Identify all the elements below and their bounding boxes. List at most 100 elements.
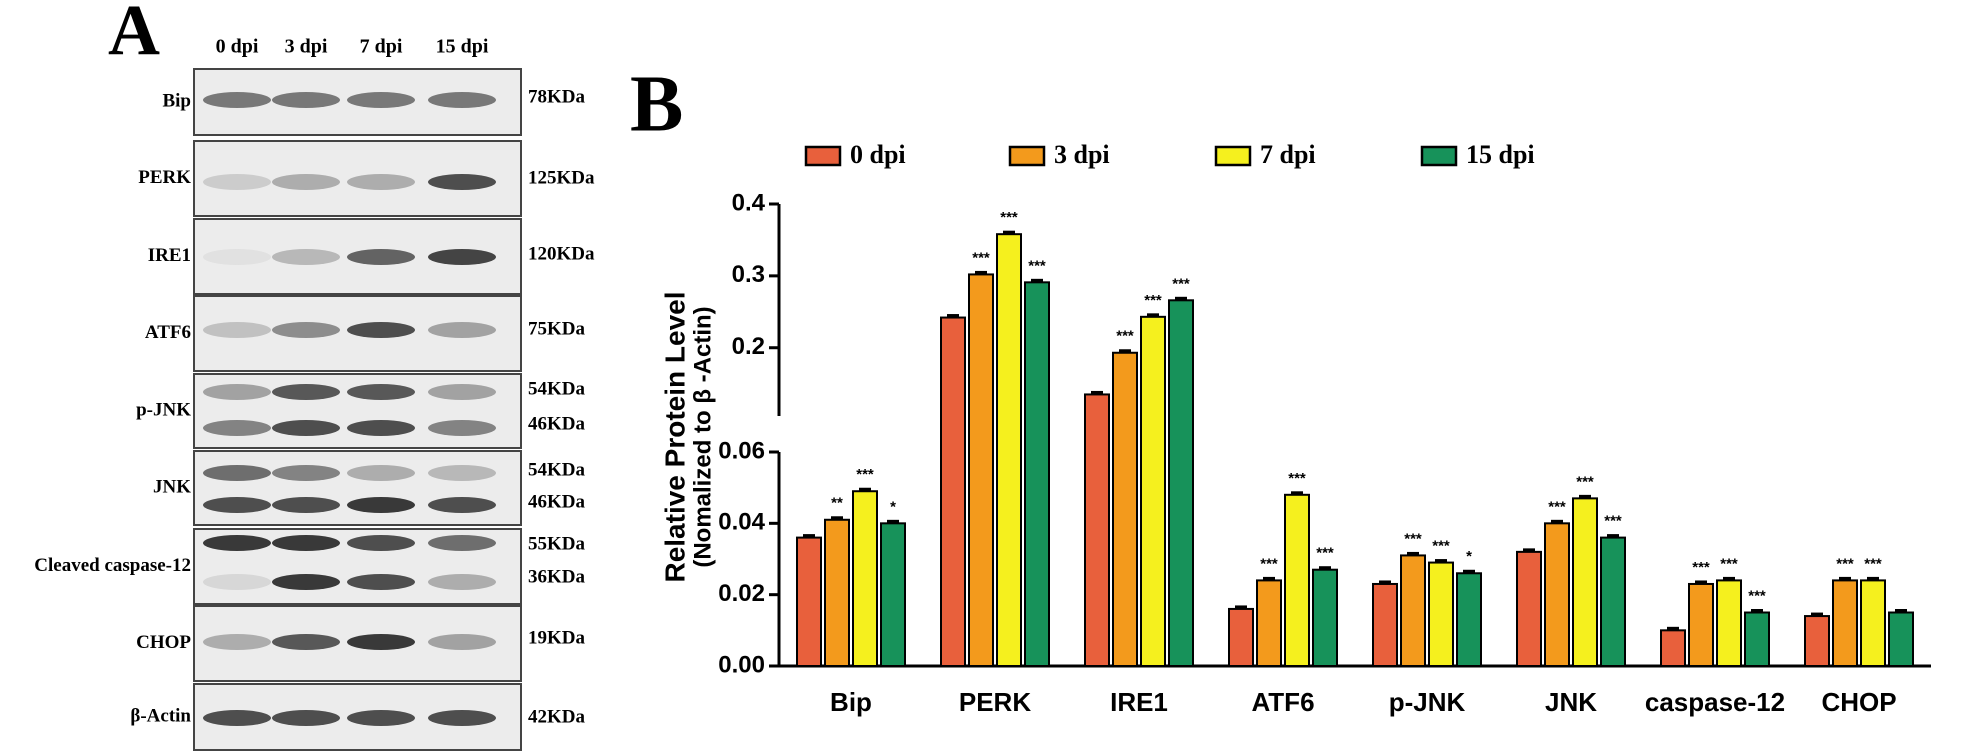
significance-label: *** <box>972 249 990 266</box>
bar <box>1168 299 1194 667</box>
blot-band <box>347 92 415 108</box>
bar <box>852 490 878 667</box>
blot-band <box>347 710 415 726</box>
bar <box>1456 572 1482 667</box>
blot-band <box>428 420 496 436</box>
significance-label: *** <box>1836 555 1854 572</box>
legend-label: 0 dpi <box>850 140 906 169</box>
significance-label: *** <box>856 466 874 483</box>
blot-band <box>347 322 415 338</box>
bar <box>1256 579 1282 668</box>
lane-label: 7 dpi <box>360 36 403 58</box>
protein-label: CHOP <box>136 632 191 653</box>
bar <box>1284 493 1310 667</box>
blot-band <box>272 465 340 481</box>
blot-band <box>347 249 415 265</box>
significance-label: *** <box>1000 209 1018 226</box>
legend-swatch <box>1420 145 1458 167</box>
x-tick-label: Bip <box>830 687 872 717</box>
y-tick-label: 0.2 <box>732 333 765 360</box>
bar <box>1888 611 1914 667</box>
blot-band <box>347 174 415 190</box>
blot-panel <box>193 450 522 526</box>
blot-band <box>428 174 496 190</box>
y-tick-label: 0.3 <box>732 261 765 288</box>
blot-band <box>428 574 496 590</box>
blot-band <box>347 574 415 590</box>
blot-band <box>428 249 496 265</box>
y-tick-label: 0.02 <box>718 580 765 607</box>
x-tick-label: CHOP <box>1821 687 1896 717</box>
significance-label: *** <box>1288 470 1306 487</box>
blot-band <box>347 384 415 400</box>
blot-band <box>347 465 415 481</box>
size-label: 46KDa <box>528 491 586 512</box>
bar <box>1400 554 1426 668</box>
blot-band <box>272 249 340 265</box>
lane-label: 0 dpi <box>216 36 259 58</box>
significance-label: *** <box>1748 587 1766 604</box>
blot-band <box>203 634 271 650</box>
blot-band <box>203 174 271 190</box>
protein-label: β-Actin <box>130 705 191 726</box>
blot-band <box>272 535 340 551</box>
protein-label: p-JNK <box>136 399 191 420</box>
bar <box>1600 536 1626 667</box>
blot-band <box>272 710 340 726</box>
blot-band <box>203 249 271 265</box>
significance-label: *** <box>1864 555 1882 572</box>
blot-band <box>272 497 340 513</box>
legend-label: 7 dpi <box>1260 140 1316 169</box>
bar <box>1084 393 1110 667</box>
bar <box>1660 629 1686 667</box>
blot-band <box>347 535 415 551</box>
protein-label: JNK <box>153 476 191 497</box>
x-tick-label: p-JNK <box>1389 687 1466 717</box>
blot-band <box>428 634 496 650</box>
legend-swatch <box>804 145 842 167</box>
bar <box>1112 351 1138 667</box>
blot-band <box>203 535 271 551</box>
blot-band <box>347 497 415 513</box>
significance-label: *** <box>1172 275 1190 292</box>
blot-band <box>203 322 271 338</box>
blot-band <box>428 465 496 481</box>
bar <box>796 536 822 667</box>
significance-label: *** <box>1576 473 1594 490</box>
blot-band <box>272 322 340 338</box>
blot-band <box>203 384 271 400</box>
y-axis-title: Relative Protein Level <box>659 291 690 582</box>
blot-band <box>203 497 271 513</box>
size-label: 19KDa <box>528 627 586 648</box>
bar <box>1516 550 1542 667</box>
bar <box>1716 579 1742 668</box>
legend-swatch <box>1008 145 1046 167</box>
blot-band <box>272 634 340 650</box>
significance-label: *** <box>1404 530 1422 547</box>
blot-band <box>428 322 496 338</box>
legend-label: 3 dpi <box>1054 140 1110 169</box>
blot-band <box>203 420 271 436</box>
bar <box>940 316 966 667</box>
significance-label: *** <box>1604 513 1622 530</box>
bar <box>1832 579 1858 668</box>
significance-label: *** <box>1548 498 1566 515</box>
size-label: 54KDa <box>528 459 586 480</box>
significance-label: *** <box>1260 555 1278 572</box>
size-label: 120KDa <box>528 243 595 264</box>
significance-label: ** <box>831 495 843 512</box>
size-label: 42KDa <box>528 706 586 727</box>
legend-label: 15 dpi <box>1466 140 1535 169</box>
significance-label: * <box>890 498 896 515</box>
y-tick-label: 0.04 <box>718 509 765 536</box>
x-tick-label: ATF6 <box>1251 687 1314 717</box>
blot-band <box>428 384 496 400</box>
blot-band <box>272 92 340 108</box>
protein-label: Cleaved caspase-12 <box>34 555 191 576</box>
blot-band <box>428 497 496 513</box>
panel-b-label: B <box>630 60 683 148</box>
blot-band <box>428 710 496 726</box>
bar <box>1312 568 1338 668</box>
bar <box>1572 497 1598 667</box>
protein-label: Bip <box>162 90 191 111</box>
